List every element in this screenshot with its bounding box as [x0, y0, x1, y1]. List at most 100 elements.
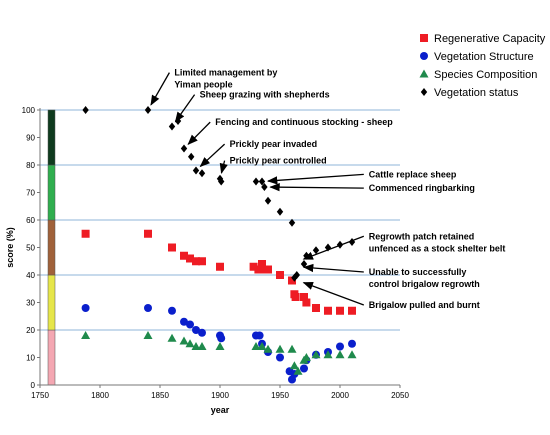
- data-point: [289, 361, 299, 370]
- series-vegetation-structure: [81, 304, 356, 384]
- condition-band-60-80: [47, 164, 56, 221]
- annotation-text: Commenced ringbarking: [369, 183, 475, 193]
- annotation-arrow: [219, 160, 228, 174]
- data-point: [348, 306, 356, 315]
- annotation: Brigalow pulled and burnt: [302, 281, 480, 310]
- annotation-arrow: [174, 94, 196, 123]
- annotation: Unable to successfully control brigalow r…: [302, 263, 480, 289]
- x-axis-label: year: [211, 405, 230, 415]
- y-tick-label-100: 100: [22, 106, 36, 115]
- annotation-text: Yiman people: [174, 80, 232, 90]
- data-point: [198, 169, 206, 178]
- condition-color-bar: [47, 109, 56, 386]
- legend-marker-vegetation-structure: [420, 52, 428, 60]
- data-point: [186, 254, 194, 263]
- data-point: [264, 265, 272, 274]
- data-point: [217, 334, 226, 343]
- annotation: Limited management by Yiman people: [150, 68, 277, 106]
- annotation-text: Cattle replace sheep: [369, 169, 457, 179]
- data-point: [180, 251, 188, 260]
- y-tick-label-50: 50: [26, 244, 35, 253]
- data-point: [192, 326, 200, 334]
- data-point: [198, 328, 206, 337]
- x-tick-label-1750: 1750: [31, 391, 49, 400]
- annotation-text: Limited management by: [174, 68, 277, 78]
- data-point: [255, 331, 264, 340]
- data-point: [302, 298, 311, 307]
- data-point: [300, 293, 308, 301]
- data-point: [179, 336, 189, 345]
- axes: [37, 108, 401, 388]
- data-point: [251, 342, 261, 350]
- legend: Regenerative Capacity Vegetation Structur…: [419, 33, 546, 99]
- annotation-arrow: [266, 173, 364, 185]
- legend-marker-species-composition: [419, 69, 429, 78]
- data-point: [168, 306, 176, 315]
- data-point: [216, 262, 224, 271]
- data-point: [257, 342, 267, 350]
- y-axis-label: score (%): [5, 227, 15, 268]
- data-point: [81, 331, 91, 339]
- data-point: [81, 229, 90, 238]
- condition-band-20-40: [47, 274, 56, 331]
- data-point: [192, 257, 200, 266]
- data-point: [300, 364, 308, 373]
- annotation-text: control brigalow regrowth: [369, 279, 480, 289]
- data-point: [312, 246, 320, 255]
- x-tick-label-1950: 1950: [271, 391, 289, 400]
- data-point: [168, 122, 176, 131]
- x-tick-label-2000: 2000: [331, 391, 349, 400]
- y-tick-label-90: 90: [26, 134, 35, 143]
- condition-band-40-60: [47, 219, 56, 276]
- annotation-arrow: [302, 235, 365, 260]
- x-tick-label-1850: 1850: [151, 391, 169, 400]
- data-point: [198, 257, 206, 266]
- data-point: [216, 174, 224, 183]
- x-tick-label-1900: 1900: [211, 391, 229, 400]
- legend-label: Vegetation status: [434, 87, 519, 99]
- data-point: [143, 331, 153, 339]
- data-point: [335, 350, 345, 359]
- y-tick-label-60: 60: [26, 216, 35, 225]
- annotation-arrow: [302, 263, 364, 273]
- data-point: [312, 304, 320, 312]
- data-point: [288, 276, 296, 285]
- data-point: [336, 306, 344, 315]
- annotation: Prickly pear controlled: [219, 156, 327, 174]
- data-point: [249, 262, 258, 271]
- data-point: [258, 260, 266, 268]
- annotation: Commenced ringbarking: [269, 183, 475, 193]
- legend-label: Species Composition: [434, 69, 537, 81]
- annotation: Cattle replace sheep: [266, 169, 457, 185]
- data-point: [258, 177, 266, 186]
- annotation-text: Sheep grazing with shepherds: [200, 90, 330, 100]
- annotation: Regrowth patch retained unfenced as a sto…: [302, 231, 506, 260]
- annotation-text: unfenced as a stock shelter belt: [369, 243, 506, 253]
- y-tick-label-10: 10: [26, 354, 35, 363]
- data-point: [186, 320, 194, 329]
- data-point: [287, 344, 297, 353]
- data-point: [180, 144, 188, 153]
- data-point: [215, 342, 225, 350]
- tick-labels: 0 10 20 30 40 50 60 70 80 90 100 1750 1800 1850 1900 19…: [22, 106, 410, 400]
- gridlines: [40, 109, 400, 331]
- data-point: [197, 342, 207, 350]
- annotation-text: Unable to successfully: [369, 267, 467, 277]
- data-point: [191, 342, 201, 350]
- data-point: [348, 339, 356, 348]
- legend-marker-regenerative-capacity: [420, 34, 428, 42]
- y-tick-label-40: 40: [26, 271, 35, 280]
- data-point: [276, 271, 284, 279]
- annotation-text: Prickly pear controlled: [230, 156, 327, 166]
- legend-label: Regenerative Capacity: [434, 33, 546, 45]
- data-point: [81, 304, 90, 312]
- data-point: [275, 344, 285, 353]
- data-point: [276, 353, 284, 362]
- legend-marker-vegetation-status: [420, 88, 428, 96]
- annotation-text: Fencing and continuous stocking - sheep: [215, 117, 393, 127]
- annotation-arrow: [187, 121, 211, 145]
- data-point: [185, 339, 195, 348]
